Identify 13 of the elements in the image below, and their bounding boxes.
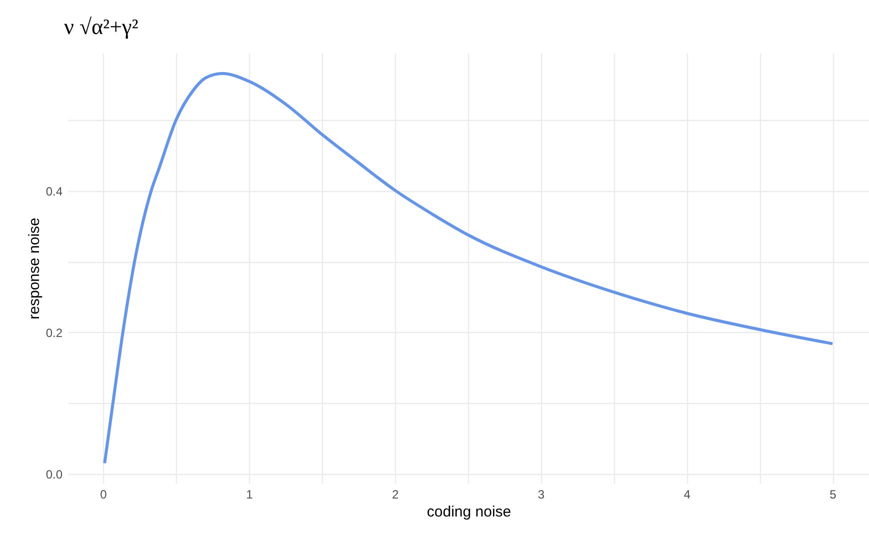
x-tick-label: 2	[392, 488, 399, 502]
x-axis-title: coding noise	[426, 504, 512, 520]
y-axis-title: response noise	[26, 218, 43, 320]
line-series	[103, 72, 834, 465]
y-tick-label: 0.0	[46, 467, 63, 482]
x-tick-label: 3	[538, 488, 545, 502]
chart-title: ν √α²+γ²	[64, 14, 139, 39]
x-tick-label: 0	[100, 488, 108, 502]
y-tick-label: 0.2	[46, 326, 63, 340]
x-tick-label: 5	[830, 488, 837, 502]
x-tick-label: 1	[246, 488, 254, 502]
x-tick-label: 4	[684, 488, 691, 502]
y-tick-label: 0.4	[46, 184, 63, 198]
